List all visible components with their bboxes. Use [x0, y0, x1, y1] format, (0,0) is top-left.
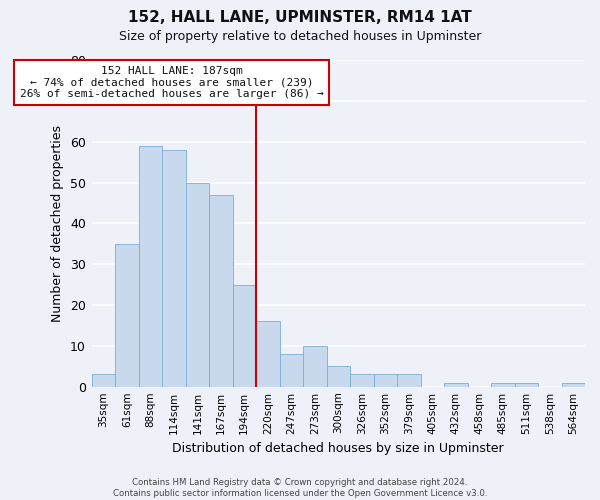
- Bar: [444, 382, 467, 386]
- Bar: [209, 195, 233, 386]
- Text: Contains HM Land Registry data © Crown copyright and database right 2024.
Contai: Contains HM Land Registry data © Crown c…: [113, 478, 487, 498]
- Bar: [256, 322, 280, 386]
- Text: 152 HALL LANE: 187sqm
← 74% of detached houses are smaller (239)
26% of semi-det: 152 HALL LANE: 187sqm ← 74% of detached …: [20, 66, 323, 99]
- X-axis label: Distribution of detached houses by size in Upminster: Distribution of detached houses by size …: [172, 442, 504, 455]
- Bar: [92, 374, 115, 386]
- Text: 152, HALL LANE, UPMINSTER, RM14 1AT: 152, HALL LANE, UPMINSTER, RM14 1AT: [128, 10, 472, 25]
- Y-axis label: Number of detached properties: Number of detached properties: [52, 125, 64, 322]
- Bar: [280, 354, 303, 386]
- Bar: [162, 150, 185, 386]
- Bar: [374, 374, 397, 386]
- Bar: [491, 382, 515, 386]
- Bar: [397, 374, 421, 386]
- Bar: [185, 182, 209, 386]
- Bar: [139, 146, 162, 386]
- Bar: [233, 284, 256, 386]
- Bar: [350, 374, 374, 386]
- Bar: [326, 366, 350, 386]
- Bar: [303, 346, 326, 387]
- Bar: [562, 382, 585, 386]
- Bar: [115, 244, 139, 386]
- Bar: [515, 382, 538, 386]
- Text: Size of property relative to detached houses in Upminster: Size of property relative to detached ho…: [119, 30, 481, 43]
